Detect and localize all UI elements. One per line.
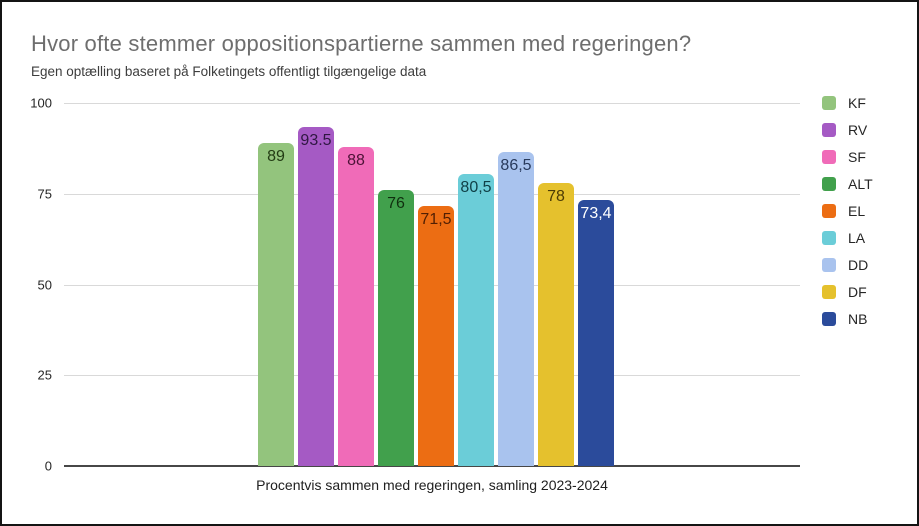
legend-item-kf: KF	[822, 95, 873, 111]
legend-label: DF	[848, 284, 867, 300]
bar-sf: 88	[338, 146, 374, 466]
y-tick-label-100: 100	[30, 95, 52, 111]
legend-swatch-icon	[822, 285, 836, 299]
legend-item-df: DF	[822, 284, 873, 300]
legend-label: DD	[848, 257, 869, 273]
bar-value-label-el: 71,5	[420, 211, 452, 229]
legend-swatch-icon	[822, 204, 836, 218]
legend-swatch-icon	[822, 231, 836, 245]
legend-label: EL	[848, 203, 866, 219]
legend-swatch-icon	[822, 258, 836, 272]
legend: KF RV SF ALT EL LA DD DF NB	[822, 95, 873, 339]
legend-swatch-icon	[822, 150, 836, 164]
bar-value-label-nb: 73,4	[580, 204, 612, 222]
bar-nb: 73,4	[578, 199, 614, 466]
legend-item-nb: NB	[822, 311, 873, 327]
legend-label: SF	[848, 149, 866, 165]
y-tick-label-75: 75	[37, 186, 52, 202]
legend-label: LA	[848, 230, 866, 246]
legend-swatch-icon	[822, 96, 836, 110]
legend-item-rv: RV	[822, 122, 873, 138]
legend-label: RV	[848, 122, 868, 138]
x-axis-line	[64, 465, 800, 467]
legend-label: KF	[848, 95, 866, 111]
bar-el: 71,5	[418, 206, 454, 466]
bar-value-label-alt: 76	[387, 195, 405, 213]
gridline-100	[64, 103, 800, 104]
legend-item-dd: DD	[822, 257, 873, 273]
legend-swatch-icon	[822, 312, 836, 326]
bar-value-label-kf: 89	[267, 147, 285, 165]
chart-title: Hvor ofte stemmer oppositionspartierne s…	[31, 31, 692, 56]
bar-value-label-dd: 86,5	[500, 157, 532, 175]
bar-rv: 93.5	[298, 126, 334, 466]
y-tick-label-50: 50	[37, 277, 52, 292]
legend-swatch-icon	[822, 123, 836, 137]
bar-value-label-df: 78	[547, 187, 565, 205]
bar-la: 80,5	[458, 173, 494, 466]
y-tick-label-0: 0	[44, 458, 52, 474]
legend-swatch-icon	[822, 177, 836, 191]
bar-kf: 89	[258, 142, 294, 466]
gridline-75	[64, 193, 800, 195]
bar-value-label-rv: 93.5	[300, 131, 332, 149]
x-axis-title: Procentvis sammen med regeringen, samlin…	[256, 477, 608, 493]
y-tick-label-25: 25	[37, 367, 52, 383]
legend-item-la: LA	[822, 230, 873, 246]
legend-item-alt: ALT	[822, 176, 873, 192]
legend-label: ALT	[848, 176, 873, 192]
plot-area: 89 93.5 88 76 71,5 80,5 86,5 78 73,4	[64, 103, 800, 467]
legend-label: NB	[848, 311, 868, 327]
chart-subtitle: Egen optælling baseret på Folketingets o…	[31, 64, 427, 79]
bar-dd: 86,5	[498, 152, 534, 466]
bar-value-label-la: 80,5	[460, 178, 492, 196]
legend-item-el: EL	[822, 203, 873, 219]
legend-item-sf: SF	[822, 149, 873, 165]
bar-value-label-sf: 88	[347, 151, 365, 169]
bar-df: 78	[538, 182, 574, 466]
bar-alt: 76	[378, 190, 414, 466]
bars-group: 89 93.5 88 76 71,5 80,5 86,5 78 73,4	[258, 103, 614, 466]
